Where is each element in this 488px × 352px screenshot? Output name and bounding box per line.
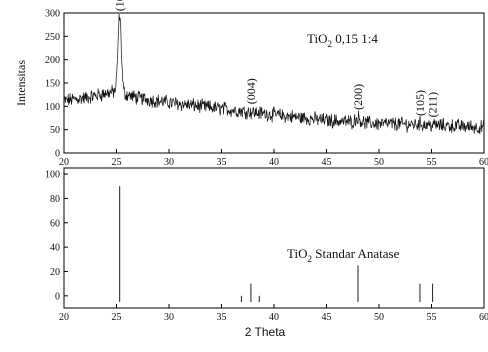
y-tick-label: 100: [45, 170, 60, 181]
x-tick-label: 55: [427, 157, 437, 168]
x-tick-label: 60: [479, 312, 488, 323]
y-tick-label: 250: [45, 32, 60, 43]
bottom-panel: 0 20 40 60 80 100 20 25 30 35 40 45 50 55 60 TiO2 Sta…: [45, 167, 488, 339]
y-tick-label: 100: [45, 102, 60, 113]
top-xrd-pattern-line: [63, 13, 485, 134]
x-tick-label: 35: [217, 157, 227, 168]
x-tick-label: 20: [59, 157, 69, 168]
x-tick-label: 40: [269, 312, 279, 323]
y-tick-label: 300: [45, 9, 60, 20]
peak-label: (101): [113, 0, 127, 11]
x-tick-label: 25: [112, 157, 122, 168]
x-tick-label: 20: [59, 312, 69, 323]
x-tick-label: 45: [322, 157, 332, 168]
y-tick-label: 60: [50, 218, 60, 229]
bottom-y-ticks: 0 20 40 60 80 100: [45, 170, 68, 302]
y-tick-label: 40: [50, 243, 60, 254]
x-tick-label: 60: [479, 157, 488, 168]
x-axis-title: 2 Theta: [245, 325, 286, 339]
top-panel-title: TiO2 0,15 1:4: [307, 31, 378, 49]
x-tick-label: 30: [164, 312, 174, 323]
x-tick-label: 55: [427, 312, 437, 323]
top-panel: 0 50 100 150 200 250 300 20 25 30 35 40 45 50 55 60 (1…: [14, 0, 488, 168]
x-tick-label: 45: [322, 312, 332, 323]
y-tick-label: 20: [50, 267, 60, 278]
y-tick-label: 80: [50, 194, 60, 205]
top-plot-frame: [63, 12, 485, 154]
bottom-reference-bars: [119, 186, 434, 302]
peak-label: (200): [351, 84, 365, 110]
bottom-x-ticks: 20 25 30 35 40 45 50 55 60: [59, 304, 488, 323]
x-tick-label: 35: [217, 312, 227, 323]
peak-label: (105): [413, 90, 427, 116]
y-tick-label: 0: [55, 291, 60, 302]
y-tick-label: 200: [45, 55, 60, 66]
x-tick-label: 50: [374, 312, 384, 323]
top-y-ticks: 0 50 100 150 200 250 300: [45, 9, 68, 160]
x-tick-label: 25: [112, 312, 122, 323]
peak-label: (004): [244, 78, 258, 104]
x-tick-label: 50: [374, 157, 384, 168]
x-tick-label: 40: [269, 157, 279, 168]
bottom-panel-title: TiO2 Standar Anatase: [287, 246, 400, 264]
top-y-axis-title: Intensitas: [14, 60, 28, 106]
x-tick-label: 30: [164, 157, 174, 168]
y-tick-label: 50: [50, 125, 60, 136]
peak-label: (211): [426, 92, 440, 118]
bottom-plot-frame: [63, 167, 485, 309]
top-x-ticks: 20 25 30 35 40 45 50 55 60: [59, 149, 488, 168]
y-tick-label: 0: [55, 149, 60, 160]
top-peak-labels: (101) (004) (200) (105)(211): [113, 0, 440, 117]
y-tick-label: 150: [45, 79, 60, 90]
